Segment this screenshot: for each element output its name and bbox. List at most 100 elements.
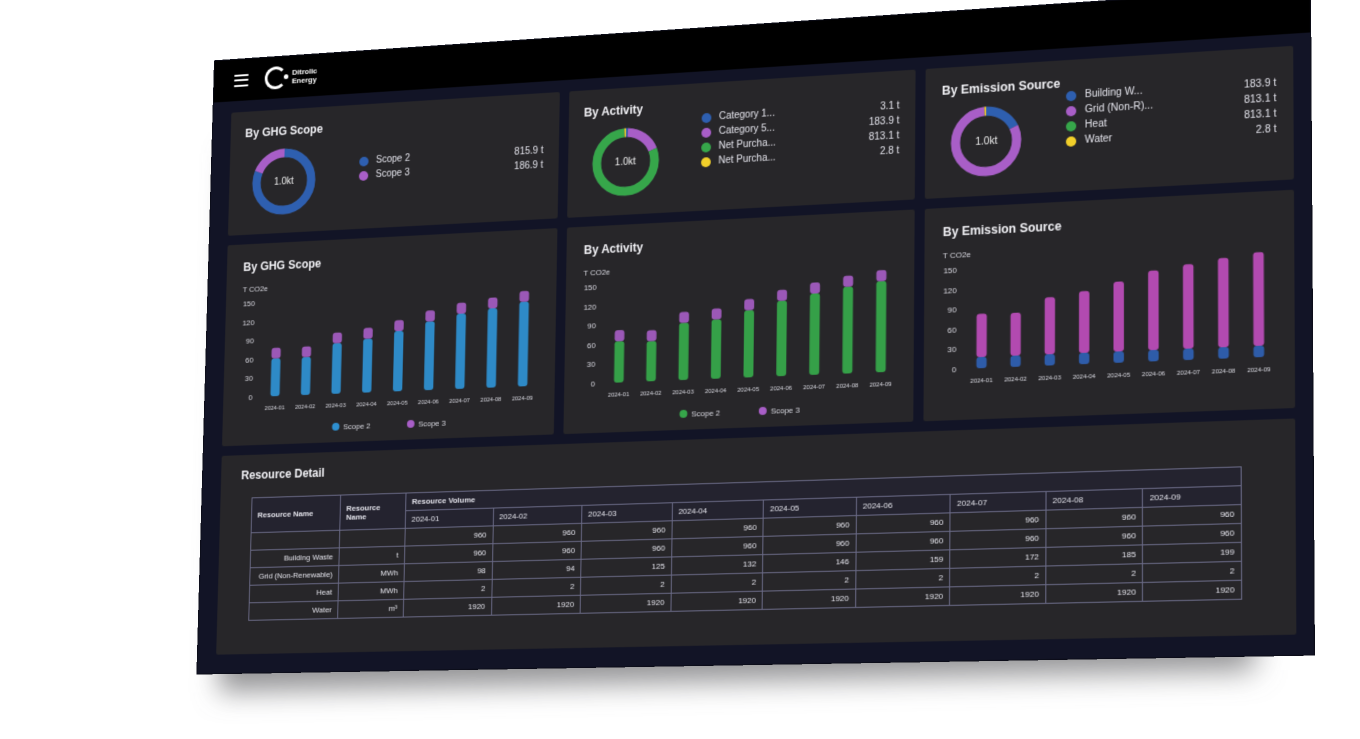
bar-segment xyxy=(711,308,721,319)
donut-card-ghg-scope: By GHG Scope 1.0kt Scope 2 815.9 t xyxy=(228,92,560,236)
x-tick-label: 2024-03 xyxy=(1039,375,1062,382)
bar-segment xyxy=(333,332,343,343)
x-tick-label: 2024-06 xyxy=(418,399,439,406)
y-axis-label: T CO2e xyxy=(583,267,610,277)
table-cell: 1920 xyxy=(580,593,671,613)
table-cell: 159 xyxy=(856,550,950,571)
bar-segment xyxy=(455,313,466,389)
column-header-unit[interactable]: Resource Name xyxy=(340,493,406,530)
legend-value: 813.1 t xyxy=(1226,108,1277,122)
bar-segment xyxy=(614,330,624,341)
legend-dot-icon xyxy=(1066,105,1076,116)
x-tick-label: 2024-08 xyxy=(480,397,501,404)
table-cell: 199 xyxy=(1143,542,1242,563)
y-tick-label: 90 xyxy=(246,336,254,345)
legend-dot-icon xyxy=(701,157,711,167)
column-header-resource-name[interactable]: Resource Name xyxy=(251,495,341,533)
bar-chart-activity[interactable]: By Activity T CO2e 0 30 60 90 120 150 2024-01 202… xyxy=(563,210,912,435)
table-cell: 2 xyxy=(950,566,1046,587)
table-cell: 960 xyxy=(492,541,581,561)
unit-cell: t xyxy=(339,546,405,565)
bar-segment xyxy=(393,331,404,392)
legend-dot-icon xyxy=(359,156,368,166)
bar-chart-emission-source[interactable]: By Emission Source T CO2e 0 30 60 90 120 150 202… xyxy=(924,190,1292,421)
card-title: By GHG Scope xyxy=(245,122,323,140)
donut-center-label: 1.0kt xyxy=(588,123,662,201)
bar-chart-ghg-scope[interactable]: By GHG Scope T CO2e 0 30 60 90 120 150 2024-01 20… xyxy=(222,228,555,446)
table-cell: 1920 xyxy=(491,595,580,615)
hamburger-menu-icon[interactable] xyxy=(234,73,249,86)
chart-title: By Emission Source xyxy=(943,221,1062,240)
bar-segment xyxy=(1045,297,1055,354)
dashboard-screen: Ditrolic Energy By GHG Scope 1.0kt xyxy=(197,0,1314,674)
x-tick-label: 2024-07 xyxy=(449,398,470,405)
bar-segment xyxy=(646,330,656,341)
x-tick-label: 2024-01 xyxy=(264,405,284,412)
legend-value: 2.8 t xyxy=(851,145,899,159)
legend-value: 183.9 t xyxy=(1225,78,1276,92)
x-tick-label: 2024-09 xyxy=(1248,367,1272,374)
bar-segment xyxy=(1079,291,1089,353)
legend-value: 3.1 t xyxy=(852,100,900,114)
donut-card-activity: By Activity 1.0kt Category 1... 3.1 t xyxy=(567,70,916,218)
x-tick-label: 2024-06 xyxy=(770,386,792,393)
bar-segment xyxy=(1011,313,1021,356)
bar-segment xyxy=(1045,354,1055,366)
bar-segment xyxy=(394,320,404,331)
y-tick-label: 150 xyxy=(243,299,255,308)
bar-segment xyxy=(270,358,280,396)
bar-segment xyxy=(977,313,987,357)
legend-dot-icon xyxy=(1066,136,1076,147)
y-tick-label: 30 xyxy=(245,374,253,383)
legend-dot-icon xyxy=(679,410,687,418)
legend-label: Scope 2 xyxy=(691,408,720,418)
x-tick-label: 2024-05 xyxy=(737,387,759,394)
table-cell: 2 xyxy=(1143,561,1242,582)
legend-dot-icon xyxy=(1066,90,1076,101)
resource-detail-card: Resource Detail Resource Name Resource N… xyxy=(216,418,1296,654)
table-cell: 172 xyxy=(950,547,1046,568)
donut-chart[interactable]: 1.0kt xyxy=(248,143,319,219)
bar-segment xyxy=(1114,281,1124,351)
table-cell: 960 xyxy=(581,539,672,559)
y-tick-label: 60 xyxy=(948,325,957,335)
table-cell: 1920 xyxy=(950,585,1046,606)
table-cell: 94 xyxy=(492,559,581,579)
table-cell: 185 xyxy=(1046,545,1143,566)
y-tick-label: 0 xyxy=(590,379,594,388)
x-tick-label: 2024-09 xyxy=(512,396,533,403)
bar-segment xyxy=(362,338,373,392)
table-cell: 960 xyxy=(404,544,492,564)
bar-chart-card-emission-source: By Emission Source T CO2e 0 30 60 90 120 150 202… xyxy=(924,190,1295,422)
legend-label: Scope 3 xyxy=(418,418,446,428)
resource-table: Resource Name Resource Name Resource Vol… xyxy=(248,466,1242,621)
bar-chart-card-activity: By Activity T CO2e 0 30 60 90 120 150 2024-01 202… xyxy=(563,209,915,434)
x-tick-label: 2024-08 xyxy=(836,383,858,390)
bar-segment xyxy=(711,319,722,379)
table-cell: 132 xyxy=(671,555,763,575)
bar-segment xyxy=(1219,347,1230,359)
y-tick-label: 120 xyxy=(242,318,254,327)
y-tick-label: 30 xyxy=(586,360,595,370)
bar-segment xyxy=(488,297,498,308)
bar-segment xyxy=(457,303,467,314)
bar-segment xyxy=(1011,355,1021,367)
card-title: By Activity xyxy=(584,102,643,119)
table-cell: 2 xyxy=(1046,564,1143,585)
table-cell: 960 xyxy=(763,534,856,555)
brand-logo[interactable]: Ditrolic Energy xyxy=(264,64,317,90)
y-tick-label: 30 xyxy=(948,345,957,355)
y-axis-label: T CO2e xyxy=(243,284,269,294)
x-tick-label: 2024-05 xyxy=(387,401,408,408)
bar-segment xyxy=(1254,345,1265,357)
bar-segment xyxy=(302,346,311,357)
table-cell: 2 xyxy=(404,579,492,599)
unit-cell: MWh xyxy=(338,564,404,583)
resource-name-cell: Building Waste xyxy=(250,548,339,568)
y-tick-label: 150 xyxy=(944,266,958,276)
donut-chart[interactable]: 1.0kt xyxy=(588,123,662,201)
bar-segment xyxy=(776,301,787,377)
x-tick-label: 2024-04 xyxy=(1073,374,1097,381)
donut-chart[interactable]: 1.0kt xyxy=(948,101,1026,182)
y-tick-label: 90 xyxy=(587,321,596,331)
